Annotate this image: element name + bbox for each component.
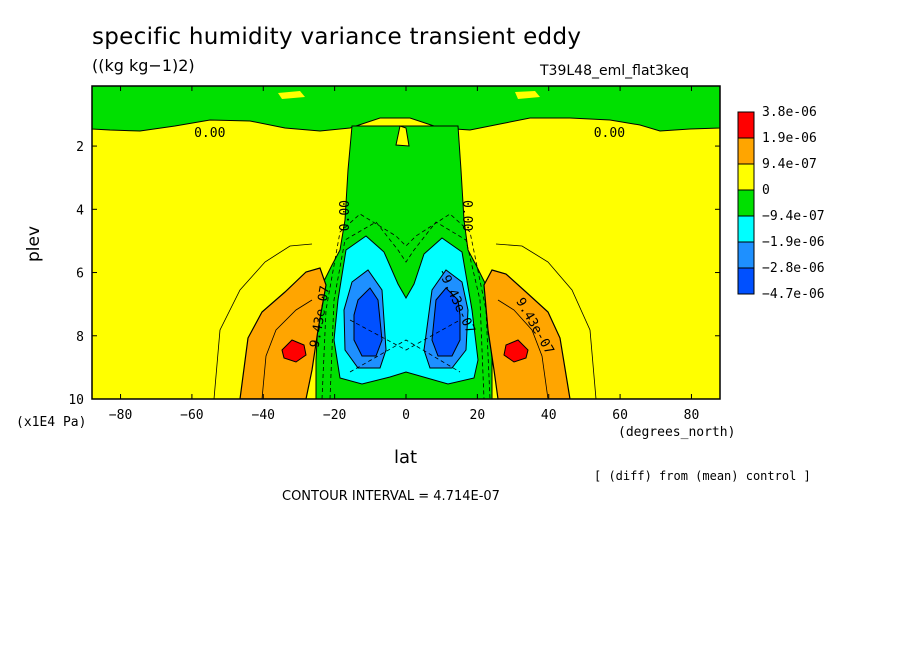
legend-label: 3.8e-06 [762, 105, 817, 120]
x-tick-label: 80 [684, 408, 700, 423]
x-axis: −80 −60 −40 −20 0 20 40 60 80 [109, 86, 699, 423]
legend-label: −4.7e-06 [762, 287, 825, 302]
fill-orange-lobe-nh [483, 269, 571, 399]
legend-swatch [737, 111, 755, 139]
y-tick-label: 6 [76, 267, 84, 282]
x-tick-label: −60 [180, 408, 203, 423]
fill-deep-blue-nh [431, 287, 461, 357]
y-tick-label: 8 [76, 330, 84, 345]
contour-dashed-outer [329, 221, 485, 399]
legend-label: 1.9e-06 [762, 131, 817, 146]
fill-upper-green-band [92, 86, 720, 132]
legend-label: −2.8e-06 [762, 261, 825, 276]
contour-line-sh-outer [213, 243, 313, 399]
diff-note: [ (diff) from (mean) control ] [594, 469, 811, 483]
contour-label: 0.00 [594, 126, 625, 141]
x-tick-label: −20 [323, 408, 346, 423]
y-axis: 2 4 6 8 10 [68, 140, 720, 408]
legend-swatch [737, 267, 755, 295]
y-axis-unit: (x1E4 Pa) [16, 415, 87, 430]
fill-yellow-patch-top-left [278, 91, 305, 99]
legend-swatch [737, 137, 755, 165]
fill-red-max-sh [281, 339, 307, 363]
contour-line-sh-inner [261, 299, 313, 399]
x-axis-label: lat [394, 447, 418, 468]
fill-deep-blue-sh [353, 287, 383, 357]
legend-swatch [737, 163, 755, 191]
fill-yellow-patch-center [395, 125, 410, 147]
contour-label: 0.00 [338, 200, 353, 231]
x-tick-label: 60 [612, 408, 628, 423]
y-tick-label: 10 [68, 393, 84, 408]
contour-interval: CONTOUR INTERVAL = 4.714E-07 [282, 489, 500, 504]
legend-swatch [737, 241, 755, 269]
x-tick-label: −80 [109, 408, 132, 423]
x-tick-label: 20 [470, 408, 486, 423]
run-id: T39L48_eml_flat3keq [540, 63, 690, 79]
y-tick-label: 2 [76, 140, 84, 155]
x-tick-label: 40 [541, 408, 557, 423]
legend-swatch [737, 189, 755, 217]
x-tick-label: −40 [252, 408, 275, 423]
legend-label: 0 [762, 183, 770, 198]
fill-yellow-patch-top-right [515, 91, 540, 99]
color-legend: 3.8e-06 1.9e-06 9.4e-07 0 −9.4e-07 −1.9e-06 −2… [737, 105, 825, 302]
contour-line-nh-outer [495, 243, 597, 399]
contour-fill [92, 86, 720, 399]
contour-label: 0.00 [459, 200, 474, 231]
contour-line-nh-inner [497, 299, 549, 399]
x-tick-label: 0 [402, 408, 410, 423]
contour-dashed-cross [349, 319, 461, 373]
legend-swatch [737, 215, 755, 243]
y-tick-label: 4 [76, 203, 84, 218]
fill-red-max-nh [503, 339, 529, 363]
chart-units: ((kg kg−1)2) [92, 56, 195, 75]
fill-orange-lobe-sh [239, 267, 327, 399]
contour-label: 0.00 [194, 126, 225, 141]
contour-dashed-mid [321, 213, 491, 399]
legend-label: −9.4e-07 [762, 209, 825, 224]
legend-label: −1.9e-06 [762, 235, 825, 250]
chart-title: specific humidity variance transient edd… [92, 24, 582, 50]
legend-label: 9.4e-07 [762, 157, 817, 172]
x-axis-unit: (degrees_north) [618, 425, 736, 440]
